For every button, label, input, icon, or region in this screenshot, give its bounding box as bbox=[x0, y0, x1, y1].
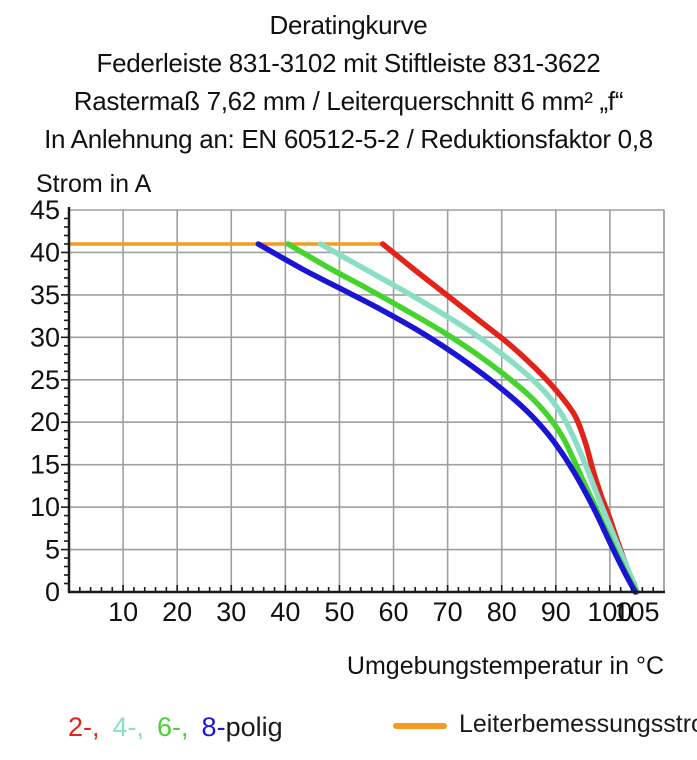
y-tick-label: 10 bbox=[30, 492, 60, 522]
x-tick-label: 30 bbox=[216, 597, 246, 627]
x-tick-label: 100 bbox=[587, 597, 632, 627]
y-tick-label: 20 bbox=[30, 407, 60, 437]
x-tick-label: 20 bbox=[162, 597, 192, 627]
x-tick-label: 10 bbox=[108, 597, 138, 627]
title-line-1: Deratingkurve bbox=[269, 10, 428, 40]
x-tick-label: 40 bbox=[270, 597, 300, 627]
y-tick-label: 45 bbox=[30, 195, 60, 225]
x-tick-label: 105 bbox=[614, 597, 659, 627]
y-tick-label: 40 bbox=[30, 237, 60, 267]
chart-title-block: Deratingkurve Federleiste 831-3102 mit S… bbox=[0, 6, 697, 158]
y-tick-label: 15 bbox=[30, 450, 60, 480]
title-line-2: Federleiste 831-3102 mit Stiftleiste 831… bbox=[96, 48, 601, 78]
legend-pole-suffix: polig bbox=[225, 712, 283, 742]
curve-4-polig bbox=[317, 241, 640, 595]
curve-6-polig bbox=[285, 241, 640, 595]
x-tick-label: 70 bbox=[433, 597, 463, 627]
y-tick-label: 35 bbox=[30, 280, 60, 310]
title-line-4: In Anlehnung an: EN 60512-5-2 / Reduktio… bbox=[44, 124, 653, 154]
legend-pole-4-polig: 4-, bbox=[112, 712, 145, 742]
legend-pole-8-polig: 8- bbox=[201, 712, 226, 742]
y-tick-label: 0 bbox=[45, 577, 60, 607]
reference-line-swatch bbox=[393, 722, 447, 729]
legend-pole-counts: 2-, 4-, 6-, 8-polig bbox=[68, 712, 283, 743]
title-line-3: Rastermaß 7,62 mm / Leiterquerschnitt 6 … bbox=[73, 86, 624, 116]
x-tick-label: 90 bbox=[541, 597, 571, 627]
curve-8-polig bbox=[255, 241, 639, 595]
y-tick-label: 30 bbox=[30, 322, 60, 352]
y-axis-title: Strom in A bbox=[36, 170, 152, 198]
curve-2-polig bbox=[379, 241, 640, 595]
legend-pole-2-polig: 2-, bbox=[68, 712, 100, 742]
y-tick-label: 5 bbox=[45, 535, 60, 565]
legend-pole-6-polig: 6-, bbox=[157, 712, 189, 742]
x-tick-label: 80 bbox=[487, 597, 517, 627]
legend-reference-line: Leiterbemessungsstrom bbox=[393, 710, 697, 739]
y-tick-label: 25 bbox=[30, 365, 60, 395]
x-tick-label: 50 bbox=[324, 597, 354, 627]
reference-line-label: Leiterbemessungsstrom bbox=[459, 710, 697, 738]
x-tick-label: 60 bbox=[379, 597, 409, 627]
x-axis-title: Umgebungstemperatur in °C bbox=[346, 652, 664, 680]
